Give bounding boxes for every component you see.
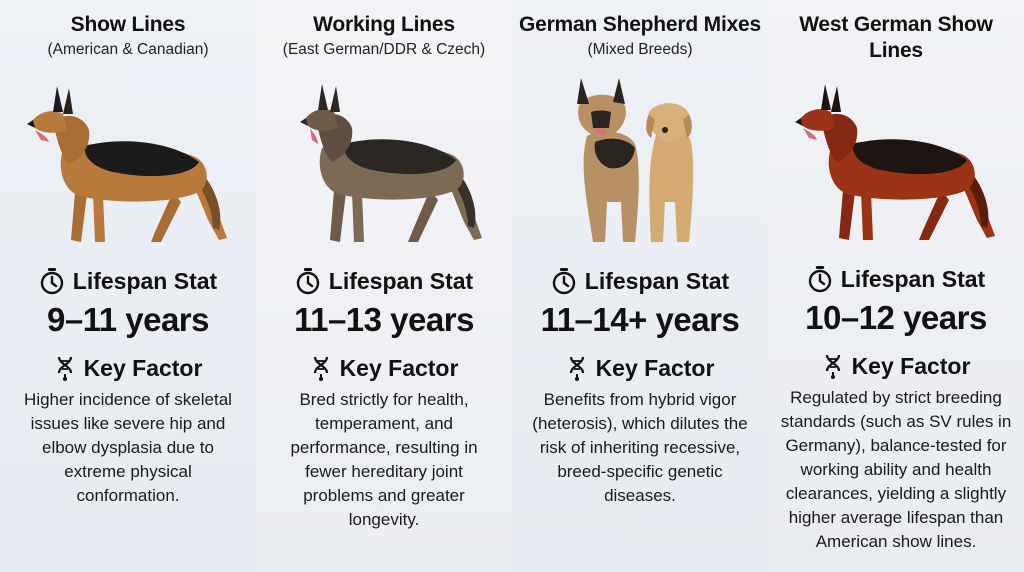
- lifespan-stat-label: Lifespan Stat: [72, 267, 218, 294]
- lifespan-stat-heading: Lifespan Stat: [768, 264, 1024, 294]
- column-title: German Shepherd Mixes: [518, 13, 762, 36]
- stopwatch-icon: [295, 267, 321, 295]
- lifespan-value: 11–14+ years: [540, 301, 740, 338]
- column-working-lines: Working Lines (East German/DDR & Czech): [256, 0, 512, 572]
- column-title: Working Lines: [313, 13, 455, 36]
- dog-image-working-lines: [256, 66, 512, 252]
- column-west-german-show-lines: West German Show Lines Li: [768, 0, 1024, 572]
- lifespan-stat-heading: Lifespan Stat: [256, 266, 512, 296]
- lifespan-value: 11–13 years: [294, 301, 474, 338]
- lifespan-value: 10–12 years: [805, 299, 987, 336]
- dog-image-west-german-show-lines: [768, 69, 1024, 250]
- key-factor-text: Bred strictly for health, temperament, a…: [290, 390, 478, 529]
- column-subtitle: (East German/DDR & Czech): [282, 41, 486, 58]
- lifespan-value: 9–11 years: [46, 301, 210, 338]
- column-subtitle: (American & Canadian): [47, 41, 209, 58]
- german-shepherd-illustration: [795, 84, 995, 240]
- dna-icon: [310, 355, 332, 381]
- german-shepherd-illustration: [300, 84, 482, 242]
- lifespan-stat-label: Lifespan Stat: [584, 267, 730, 294]
- stopwatch-icon: [39, 267, 65, 295]
- key-factor-label: Key Factor: [851, 352, 971, 379]
- lifespan-stat-label: Lifespan Stat: [328, 267, 474, 294]
- key-factor-heading: Key Factor: [256, 354, 512, 382]
- key-factor-label: Key Factor: [595, 354, 715, 381]
- lifespan-stat-label: Lifespan Stat: [840, 265, 986, 292]
- column-show-lines: Show Lines (American & Canadian): [0, 0, 256, 572]
- lifespan-stat-heading: Lifespan Stat: [0, 266, 256, 296]
- stopwatch-icon: [551, 267, 577, 295]
- key-factor-text: Benefits from hybrid vigor (heterosis), …: [532, 390, 748, 505]
- dna-icon: [822, 353, 844, 379]
- key-factor-label: Key Factor: [83, 354, 203, 381]
- key-factor-label: Key Factor: [339, 354, 459, 381]
- key-factor-heading: Key Factor: [512, 354, 768, 382]
- key-factor-text: Higher incidence of skeletal issues like…: [24, 390, 232, 505]
- column-title: West German Show Lines: [799, 13, 993, 62]
- german-shepherd-illustration: [27, 86, 227, 242]
- stopwatch-icon: [807, 265, 833, 293]
- mixed-breed-dogs-illustration: [577, 78, 694, 242]
- key-factor-heading: Key Factor: [768, 352, 1024, 380]
- column-subtitle: (Mixed Breeds): [587, 41, 693, 58]
- column-german-shepherd-mixes: German Shepherd Mixes (Mixed Breeds): [512, 0, 768, 572]
- dna-icon: [54, 355, 76, 381]
- dog-image-mixes: [512, 66, 768, 252]
- key-factor-text: Regulated by strict breeding standards (…: [780, 388, 1012, 551]
- dog-image-show-lines: [0, 66, 256, 252]
- column-title: Show Lines: [70, 13, 186, 36]
- key-factor-heading: Key Factor: [0, 354, 256, 382]
- dna-icon: [566, 355, 588, 381]
- lifespan-stat-heading: Lifespan Stat: [512, 266, 768, 296]
